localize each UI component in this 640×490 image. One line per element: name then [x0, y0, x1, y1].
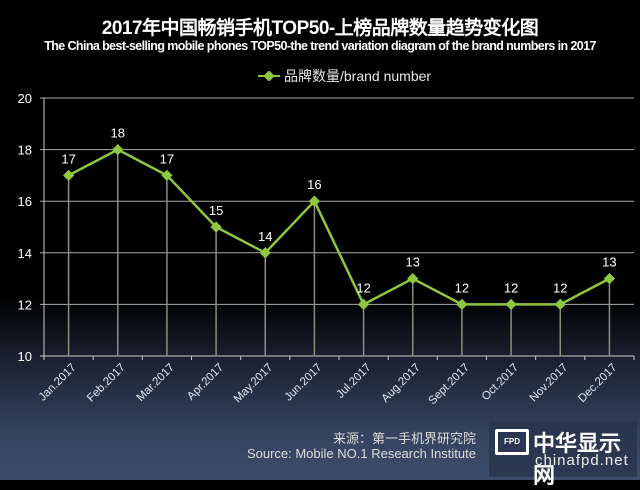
data-point — [161, 169, 173, 182]
y-tick-label: 18 — [18, 143, 32, 158]
chart-subtitle: The China best-selling mobile phones TOP… — [44, 39, 596, 53]
x-tick-label: Apr.2017 — [185, 362, 226, 403]
line-chart: 10 12 14 16 18 20 17 18 17 15 14 16 12 13 12 12 12 13 Jan.… — [18, 91, 635, 408]
watermark-logo: FPD 中华显示网 chinafpd.net — [489, 421, 637, 488]
legend-marker-icon — [258, 71, 280, 81]
data-label: 12 — [504, 280, 518, 295]
y-tick-label: 20 — [18, 91, 32, 106]
x-tick-label: Jul.2017 — [334, 362, 373, 401]
data-label: 12 — [553, 280, 567, 295]
data-point — [456, 298, 468, 311]
source-en: Source: Mobile NO.1 Research Institute — [246, 446, 476, 461]
data-point — [554, 298, 566, 311]
x-tick-label: Mar.2017 — [135, 362, 177, 404]
data-label: 16 — [307, 177, 321, 192]
x-tick-label: Oct.2017 — [480, 362, 521, 403]
series-line — [68, 148, 610, 307]
x-tick-label: Nov.2017 — [528, 362, 571, 405]
x-tick-label: Dec.2017 — [576, 362, 619, 405]
data-point — [308, 195, 321, 207]
y-tick-label: 14 — [18, 246, 32, 261]
monitor-icon: FPD — [495, 429, 529, 455]
x-tick-label: Sept.2017 — [426, 362, 472, 408]
data-label: 13 — [406, 255, 420, 270]
data-label: 13 — [602, 255, 616, 270]
data-label: 17 — [160, 151, 174, 166]
data-label: 12 — [455, 280, 469, 295]
x-tick-label: Feb.2017 — [85, 362, 128, 405]
data-point — [357, 298, 370, 311]
x-tick-label: Jun.2017 — [283, 362, 325, 404]
data-point — [210, 221, 222, 233]
x-tick-label: Aug.2017 — [380, 362, 423, 405]
y-tick-label: 10 — [18, 349, 32, 364]
data-label: 14 — [258, 229, 272, 244]
x-tick-label: May.2017 — [232, 362, 276, 406]
data-label: 18 — [111, 126, 125, 141]
x-tick-label: Jan.2017 — [37, 362, 79, 404]
data-point — [112, 143, 124, 156]
y-tick-label: 16 — [18, 194, 32, 209]
data-label: 17 — [61, 151, 75, 166]
data-point — [62, 169, 75, 182]
legend: 品牌数量/brand number — [258, 66, 431, 86]
watermark-en: chinafpd.net — [535, 452, 629, 469]
data-point — [505, 298, 517, 311]
data-label: 15 — [209, 203, 223, 218]
data-label: 12 — [356, 280, 370, 295]
chart-title: 2017年中国畅销手机TOP50-上榜品牌数量趋势变化图 — [101, 18, 539, 39]
legend-label: 品牌数量/brand number — [284, 68, 432, 84]
data-point — [603, 272, 616, 285]
source-cn: 来源：第一手机界研究院 — [332, 431, 476, 446]
data-point — [407, 272, 419, 285]
y-tick-label: 12 — [18, 297, 32, 312]
